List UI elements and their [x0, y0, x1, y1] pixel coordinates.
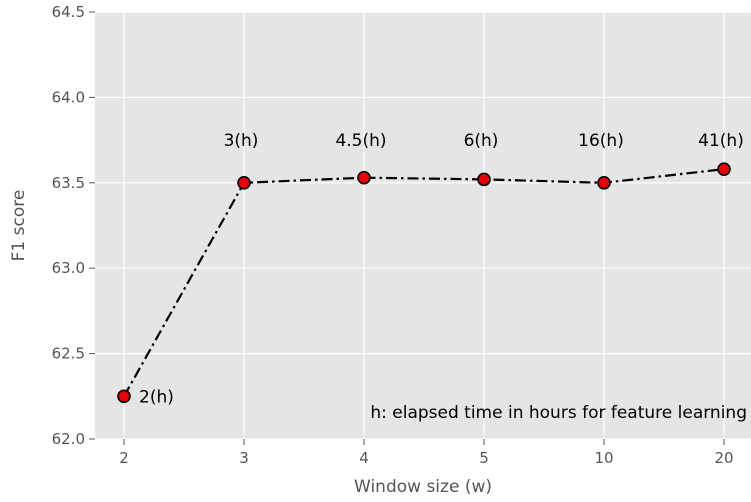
x-tick-label: 2 — [119, 449, 129, 467]
point-label: 4.5(h) — [335, 131, 386, 151]
x-tick-label: 10 — [594, 449, 613, 467]
data-point — [117, 389, 131, 404]
plot-area — [95, 12, 751, 439]
x-tick-label: 4 — [359, 449, 369, 467]
point-label: 16(h) — [578, 131, 624, 151]
point-labels: 2(h) 3(h) 4.5(h) 6(h) 16(h) 41(h) — [139, 131, 744, 407]
x-axis-title: Window size (w) — [354, 477, 492, 497]
data-point — [477, 172, 491, 187]
data-point — [597, 176, 611, 190]
data-point — [357, 170, 371, 185]
y-tick-label: 64.5 — [52, 3, 85, 21]
y-tick-label: 63.5 — [52, 174, 85, 192]
point-label: 41(h) — [698, 131, 744, 151]
y-tick-label: 62.0 — [52, 430, 85, 448]
point-label: 3(h) — [224, 131, 259, 151]
grid-lines — [95, 11, 751, 440]
data-point — [717, 162, 731, 176]
x-tick-label: 3 — [239, 449, 249, 467]
axes: 62.0 62.5 63.0 63.5 64.0 64.5 2 3 4 5 10 20 — [52, 3, 734, 467]
x-tick-label: 20 — [714, 449, 733, 467]
annotation-note: h: elapsed time in hours for feature lea… — [370, 403, 747, 423]
point-label: 2(h) — [139, 387, 174, 407]
y-tick-label: 63.0 — [52, 259, 85, 277]
point-label: 6(h) — [464, 131, 499, 151]
x-tick-label: 5 — [479, 449, 489, 467]
y-tick-label: 64.0 — [52, 88, 85, 106]
y-axis-title: F1 score — [9, 190, 29, 262]
y-tick-label: 62.5 — [52, 345, 85, 363]
data-point — [237, 176, 251, 190]
data-points — [117, 162, 731, 404]
series-line — [123, 168, 725, 397]
